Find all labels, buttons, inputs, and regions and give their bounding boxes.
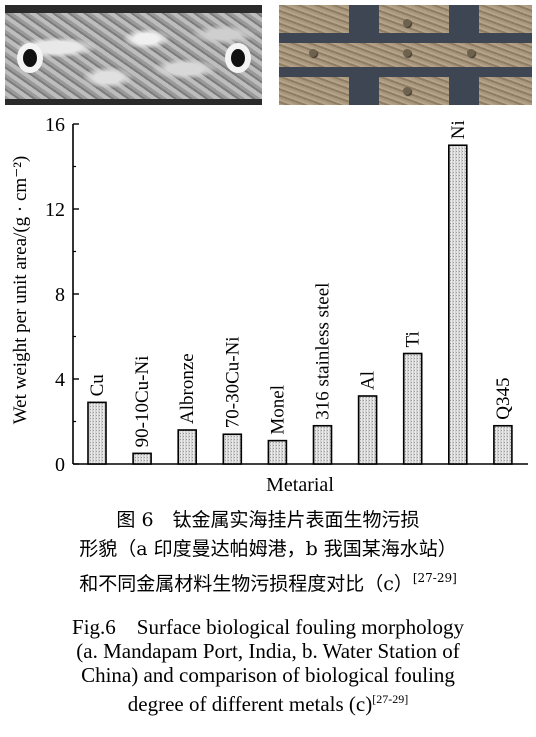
bar-label: Ti <box>403 331 424 347</box>
fouling-photo-water-station <box>279 5 532 105</box>
bar <box>402 352 423 465</box>
figure-caption-english: Fig.6 Surface biological fouling morphol… <box>0 615 536 716</box>
bar <box>222 433 243 465</box>
y-axis: 0 4 8 12 16 <box>45 115 79 476</box>
figure-caption-chinese: 图 6 钛金属实海挂片表面生物污损 形貌（a 印度曼达帕姆港，b 我国某海水站）… <box>0 506 536 599</box>
fouling-bar-chart: 0 4 8 12 16 Cu 90-10Cu-Ni Albronze 70-30Cu-Ni Mo… <box>10 115 528 495</box>
panel-tile <box>279 77 349 105</box>
bar <box>267 439 288 465</box>
caption-en-line-4-wrap: degree of different metals (c)[27-29] <box>0 687 536 716</box>
caption-en-line-3: China) and comparison of biological foul… <box>81 663 455 687</box>
panel-tile <box>279 5 349 33</box>
x-axis-label: Metarial <box>266 474 334 495</box>
y-axis-label: Wet weight per unit area/(g · cm⁻²) <box>10 156 31 424</box>
bar-label: Monel <box>267 385 288 435</box>
panel-tile <box>379 5 449 33</box>
panel-tile <box>379 77 449 105</box>
mounting-hole-left <box>17 43 43 73</box>
bar-series <box>87 144 513 465</box>
caption-en-line-1: Fig.6 Surface biological fouling morphol… <box>72 615 464 639</box>
caption-cn-line-1: 图 6 钛金属实海挂片表面生物污损 <box>116 509 420 531</box>
bolt <box>403 49 411 57</box>
panel-tile <box>479 77 532 105</box>
panel-tile <box>479 5 532 33</box>
bolt <box>309 49 317 57</box>
bar <box>493 424 513 465</box>
bar-label: Al <box>358 371 379 390</box>
fouling-photo-mandapam-port <box>5 5 262 105</box>
bar <box>132 452 152 465</box>
caption-en-reference: [27-29] <box>372 692 409 706</box>
caption-cn-line-3-wrap: 和不同金属材料生物污损程度对比（c）[27-29] <box>0 564 536 599</box>
y-tick-label: 16 <box>45 115 65 136</box>
bar-label: 316 stainless steel <box>313 283 334 420</box>
bar-label: 70-30Cu-Ni <box>222 336 243 428</box>
bolt <box>403 19 411 27</box>
y-tick-label: 4 <box>55 369 65 391</box>
bar-label: 90-10Cu-Ni <box>132 356 153 448</box>
y-tick-label: 0 <box>55 454 65 476</box>
y-tick-label: 8 <box>55 284 65 306</box>
mounting-hole-right <box>225 43 251 73</box>
caption-cn-line-2: 形貌（a 印度曼达帕姆港，b 我国某海水站） <box>79 538 457 560</box>
bolt <box>467 49 475 57</box>
y-tick-label: 12 <box>45 199 65 221</box>
bar-label: Albronze <box>177 353 198 424</box>
bolt <box>403 87 411 95</box>
bar-label: Q345 <box>493 378 514 420</box>
bar <box>312 424 333 465</box>
bar <box>177 429 197 465</box>
bar-label: Ni <box>448 120 469 139</box>
bar <box>357 395 378 465</box>
caption-en-line-4: degree of different metals (c) <box>127 692 373 716</box>
bar <box>87 401 107 465</box>
bar <box>447 144 468 465</box>
caption-cn-reference: [27-29] <box>412 571 457 585</box>
caption-cn-line-3: 和不同金属材料生物污损程度对比（c） <box>79 573 413 595</box>
bar-label-group: Cu 90-10Cu-Ni Albronze 70-30Cu-Ni Monel 316 s… <box>87 120 514 447</box>
caption-en-line-2: (a. Mandapam Port, India, b. Water Stati… <box>76 639 460 663</box>
bar-label: Cu <box>87 374 108 397</box>
